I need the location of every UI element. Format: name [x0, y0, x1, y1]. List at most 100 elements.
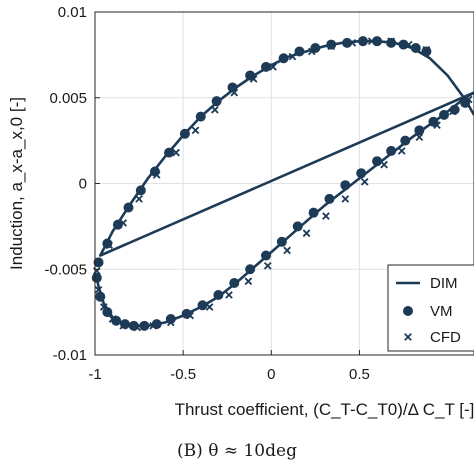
cfd-stroke — [211, 105, 219, 114]
x-tick-label: 0 — [267, 366, 275, 383]
cfd-stroke — [135, 195, 143, 203]
data-point-vm — [342, 37, 353, 48]
data-point-vm — [260, 250, 271, 261]
data-point-vm — [276, 236, 287, 247]
cfd-stroke — [133, 323, 142, 332]
x-tick-label: -1 — [88, 366, 101, 383]
cfd-stroke — [367, 37, 376, 45]
y-tick-label: -0.005 — [44, 261, 87, 278]
data-point-vm — [112, 219, 123, 230]
cfd-stroke — [94, 285, 103, 294]
cfd-stroke — [283, 246, 291, 255]
data-point-cfd — [263, 261, 272, 270]
x-tick-label: -0.5 — [170, 366, 196, 383]
cfd-stroke — [348, 39, 357, 47]
data-point-cfd — [135, 195, 143, 203]
data-point-vm — [421, 46, 432, 57]
data-point-cfd — [166, 318, 175, 327]
data-point-vm — [372, 156, 383, 167]
cfd-stroke — [387, 37, 395, 45]
data-point-cfd — [415, 133, 424, 142]
data-point-vm — [227, 82, 238, 93]
data-point-vm — [229, 277, 240, 288]
data-point-cfd — [387, 37, 395, 45]
data-point-vm — [439, 109, 450, 120]
data-point-cfd — [288, 52, 297, 61]
data-point-cfd — [269, 63, 277, 71]
cfd-stroke — [99, 303, 108, 311]
cfd-stroke — [422, 45, 431, 54]
data-point-vm — [111, 315, 122, 326]
data-point-cfd — [422, 45, 431, 54]
cfd-stroke — [433, 121, 441, 130]
data-point-cfd — [105, 241, 113, 250]
data-point-vm — [102, 307, 113, 318]
data-point-cfd — [348, 39, 357, 47]
data-point-cfd — [225, 291, 233, 299]
cfd-stroke — [172, 148, 180, 157]
cfd-stroke — [341, 195, 350, 203]
cfd-stroke — [404, 40, 413, 49]
x-tick-label: 0.5 — [349, 366, 370, 383]
legend-label: DIM — [430, 275, 458, 292]
data-point-cfd — [341, 195, 350, 203]
cfd-stroke — [105, 241, 113, 250]
data-point-vm — [213, 289, 224, 300]
data-point-vm — [128, 320, 139, 331]
data-point-vm — [357, 36, 368, 47]
data-point-vm — [340, 180, 351, 191]
data-point-vm — [278, 53, 289, 64]
data-point-cfd — [397, 147, 406, 155]
data-point-vm — [179, 128, 190, 139]
data-point-vm — [326, 39, 337, 50]
data-point-vm — [123, 202, 134, 213]
x-axis-title: Thrust coefficient, (C_T-C_T0)/Δ C_T [-] — [175, 400, 474, 419]
data-point-cfd — [108, 315, 117, 323]
cfd-stroke — [205, 303, 214, 311]
data-point-vm — [386, 145, 397, 156]
data-point-cfd — [152, 171, 161, 179]
data-point-cfd — [404, 40, 413, 49]
data-point-vm — [356, 168, 367, 179]
y-tick-label: -0.01 — [53, 347, 87, 364]
cfd-stroke — [191, 126, 200, 135]
data-point-vm — [151, 319, 162, 330]
data-point-cfd — [380, 160, 388, 169]
data-point-vm — [260, 61, 271, 72]
data-point-cfd — [244, 277, 253, 286]
data-point-cfd — [283, 246, 291, 255]
data-point-cfd — [327, 42, 336, 51]
cfd-stroke — [415, 133, 424, 142]
data-point-cfd — [302, 229, 311, 238]
data-point-cfd — [230, 88, 239, 97]
legend: DIM VM CFD — [387, 264, 474, 352]
data-point-vm — [211, 96, 222, 107]
data-point-vm — [398, 39, 409, 50]
data-point-vm — [400, 135, 411, 146]
data-point-cfd — [94, 285, 103, 294]
data-point-vm — [195, 111, 206, 122]
data-point-vm — [165, 313, 176, 324]
cfd-stroke — [404, 333, 412, 341]
cfd-stroke — [244, 277, 253, 286]
data-point-vm — [294, 46, 305, 57]
data-point-vm — [292, 221, 303, 232]
cfd-stroke — [397, 147, 406, 155]
cfd-stroke — [225, 291, 233, 299]
cfd-stroke — [464, 95, 473, 104]
cfd-stroke — [166, 318, 175, 327]
data-point-cfd — [149, 322, 158, 330]
data-point-vm — [95, 291, 106, 302]
data-point-vm — [386, 37, 397, 48]
series-layer — [91, 36, 474, 332]
legend-label: CFD — [430, 329, 461, 346]
cfd-stroke — [307, 47, 316, 56]
data-point-vm — [139, 320, 150, 331]
data-point-vm — [308, 207, 319, 218]
cfd-stroke — [119, 219, 128, 227]
cfd-stroke — [119, 322, 128, 330]
cfd-stroke — [186, 311, 195, 320]
legend-symbol-vm — [403, 306, 413, 316]
data-point-cfd — [119, 219, 128, 227]
cfd-stroke — [152, 171, 161, 179]
